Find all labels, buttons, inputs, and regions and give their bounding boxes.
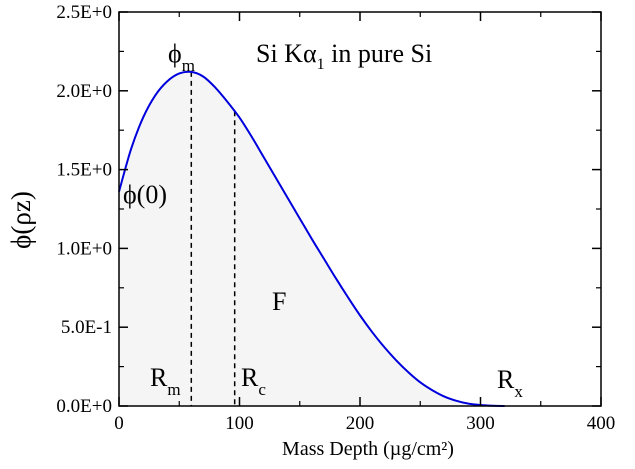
y-tick-label: 0.0E+0 <box>56 396 112 417</box>
y-tick-label: 2.5E+0 <box>56 2 112 23</box>
y-axis-ticks: 0.0E+0 5.0E-1 1.0E+0 1.5E+0 2.0E+0 2.5E+0 <box>56 2 601 417</box>
x-tick-label: 200 <box>346 413 375 434</box>
y-tick-label: 5.0E-1 <box>61 317 112 338</box>
y-tick-label: 2.0E+0 <box>56 81 112 102</box>
y-tick-label: 1.0E+0 <box>56 238 112 259</box>
rc-annotation: Rc <box>241 363 266 399</box>
chart-title: Si Kα1 in pure Si <box>256 39 432 73</box>
chart-title-sub: 1 <box>317 56 325 73</box>
f-annotation: F <box>272 287 286 316</box>
y-axis-title: ϕ(ρz) <box>6 191 36 249</box>
x-tick-label: 400 <box>587 413 616 434</box>
x-tick-label: 300 <box>466 413 495 434</box>
phi-0-annotation: ϕ(0) <box>123 180 167 209</box>
rx-annotation: Rx <box>497 365 523 401</box>
area-fill-under-curve <box>119 71 505 407</box>
x-axis-title: Mass Depth (µg/cm²) <box>282 438 454 460</box>
x-axis-ticks: 0 100 200 300 400 <box>114 12 615 434</box>
phi-m-annotation: ϕm <box>168 39 195 75</box>
phi-rho-z-curve <box>118 70 505 407</box>
y-tick-label: 1.5E+0 <box>56 160 112 181</box>
rm-annotation: Rm <box>150 363 181 399</box>
x-tick-label: 0 <box>114 413 124 434</box>
chart-title-rest: in pure Si <box>325 39 433 68</box>
chart-title-main: Si Kα <box>256 39 317 68</box>
x-tick-label: 100 <box>225 413 254 434</box>
